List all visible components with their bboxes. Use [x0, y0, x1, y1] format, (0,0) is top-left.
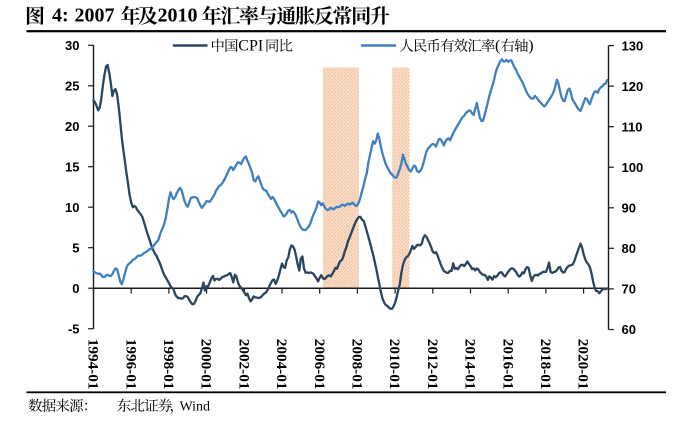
svg-text:2002-01: 2002-01 [235, 339, 252, 390]
svg-text:60: 60 [622, 322, 636, 337]
svg-text:Wind: Wind [180, 400, 211, 415]
svg-text:2000-01: 2000-01 [198, 339, 215, 390]
svg-text:2007: 2007 [75, 5, 115, 27]
svg-text:-5: -5 [68, 321, 80, 336]
svg-text:2010: 2010 [158, 5, 198, 27]
svg-text:25: 25 [65, 79, 79, 94]
svg-text:80: 80 [622, 241, 636, 256]
svg-text:2012-01: 2012-01 [424, 339, 441, 390]
svg-text:30: 30 [65, 38, 79, 53]
svg-text:2016-01: 2016-01 [499, 339, 516, 390]
svg-text:1994-01: 1994-01 [85, 339, 102, 390]
svg-text:2018-01: 2018-01 [537, 339, 554, 390]
svg-text:(: ( [495, 38, 500, 55]
svg-text:4:: 4: [52, 5, 69, 27]
svg-text:5: 5 [72, 240, 79, 255]
svg-text:130: 130 [622, 38, 644, 53]
svg-text:2006-01: 2006-01 [311, 339, 328, 390]
svg-text:20: 20 [65, 119, 79, 134]
svg-text:2010-01: 2010-01 [386, 339, 403, 390]
svg-text:1998-01: 1998-01 [160, 339, 177, 390]
svg-text:70: 70 [622, 282, 636, 297]
svg-text:100: 100 [622, 160, 644, 175]
svg-text:2014-01: 2014-01 [462, 339, 479, 390]
svg-text:2020-01: 2020-01 [575, 339, 592, 390]
svg-text:0: 0 [72, 281, 79, 296]
svg-text:): ) [528, 38, 533, 55]
svg-text:120: 120 [622, 79, 644, 94]
svg-text:1996-01: 1996-01 [122, 339, 139, 390]
svg-text:15: 15 [65, 159, 79, 174]
svg-text:CPI: CPI [238, 38, 263, 55]
svg-text:10: 10 [65, 200, 79, 215]
svg-text:2008-01: 2008-01 [349, 339, 366, 390]
svg-text:110: 110 [622, 119, 643, 134]
svg-text:2004-01: 2004-01 [273, 339, 290, 390]
svg-text:90: 90 [622, 201, 636, 216]
